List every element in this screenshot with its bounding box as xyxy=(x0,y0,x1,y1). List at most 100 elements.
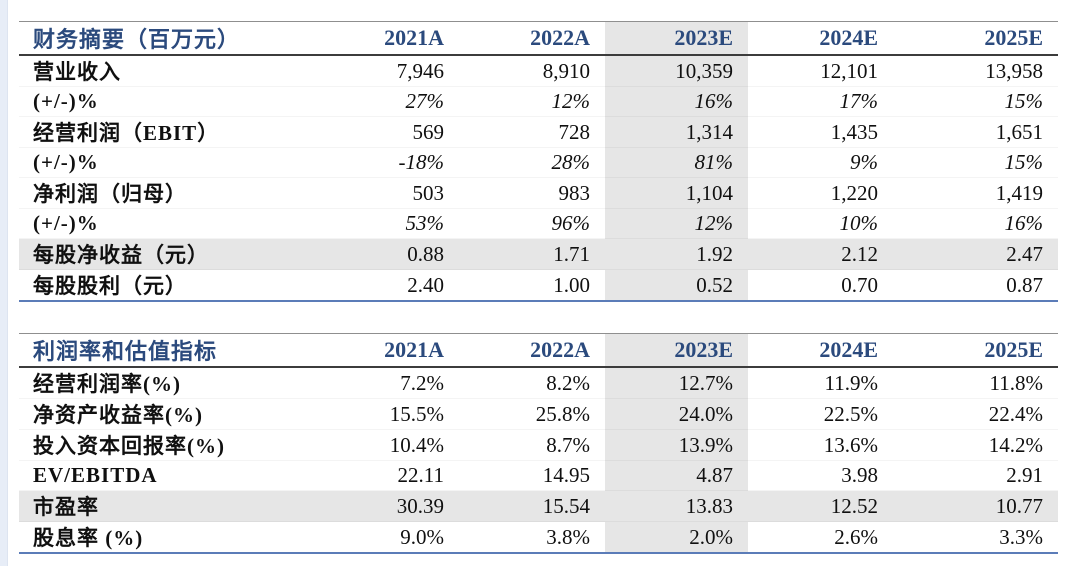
row-label: 投入资本回报率(%) xyxy=(19,429,317,461)
cell-value: 8.7% xyxy=(459,429,605,461)
table-header-row: 利润率和估值指标 2021A 2022A 2023E 2024E 2025E xyxy=(19,333,1058,368)
cell-value: -18% xyxy=(317,147,459,178)
cell-value: 30.39 xyxy=(317,490,459,522)
cell-value: 16% xyxy=(605,86,748,117)
cell-value: 96% xyxy=(459,208,605,239)
column-header-2023e: 2023E xyxy=(605,333,748,368)
row-label: 市盈率 xyxy=(19,490,317,522)
cell-value: 13.6% xyxy=(748,429,893,461)
table-row: (+/-)% 27% 12% 16% 17% 15% xyxy=(19,86,1058,117)
cell-value: 2.47 xyxy=(893,238,1058,270)
cell-value: 4.87 xyxy=(605,460,748,491)
table-row: 经营利润率(%) 7.2% 8.2% 12.7% 11.9% 11.8% xyxy=(19,367,1058,399)
cell-value: 1.00 xyxy=(553,272,590,297)
table-row: 经营利润（EBIT） 569 728 1,314 1,435 1,651 xyxy=(19,116,1058,148)
cell-value: 53% xyxy=(317,208,459,239)
row-label: 每股净收益（元） xyxy=(19,238,317,270)
table-row: 净利润（归母） 503 983 1,104 1,220 1,419 xyxy=(19,177,1058,209)
cell-value: 12,101 xyxy=(748,55,893,87)
cell-value: 10.77 xyxy=(893,490,1058,522)
cell-value: 14.95 xyxy=(459,460,605,491)
column-header-2025e: 2025E xyxy=(893,333,1058,368)
cell-value: 2.91 xyxy=(893,460,1058,491)
cell-value: 1,419 xyxy=(893,177,1058,209)
valuation-metrics-table: 利润率和估值指标 2021A 2022A 2023E 2024E 2025E 经… xyxy=(19,333,1058,554)
cell-value: 9.0% xyxy=(400,524,444,549)
row-label: 股息率 (%) xyxy=(33,526,144,550)
financial-summary-table: 财务摘要（百万元） 2021A 2022A 2023E 2024E 2025E … xyxy=(19,21,1058,302)
column-header-2024e: 2024E xyxy=(748,21,893,56)
cell-value: 7.2% xyxy=(317,367,459,399)
report-tables-area: 财务摘要（百万元） 2021A 2022A 2023E 2024E 2025E … xyxy=(19,21,1058,554)
cell-value: 13.83 xyxy=(605,490,748,522)
cell-value: 81% xyxy=(605,147,748,178)
row-label: 经营利润率(%) xyxy=(19,367,317,399)
cell-value: 27% xyxy=(317,86,459,117)
table-row: EV/EBITDA 22.11 14.95 4.87 3.98 2.91 xyxy=(19,460,1058,491)
column-header-2024e: 2024E xyxy=(748,333,893,368)
cell-value: 12.7% xyxy=(605,367,748,399)
cell-value: 1,104 xyxy=(605,177,748,209)
cell-value: 1,220 xyxy=(748,177,893,209)
table-row: 股息率 (%) 9.0% 3.8% 2.0% 2.6% 3.3% xyxy=(19,521,1058,553)
cell-value: 16% xyxy=(893,208,1058,239)
row-label: (+/-)% xyxy=(19,208,317,239)
row-label: EV/EBITDA xyxy=(19,460,317,491)
cell-value: 22.11 xyxy=(317,460,459,491)
table-title: 利润率和估值指标 xyxy=(19,333,317,368)
table-row: 每股股利（元） 2.40 1.00 0.52 0.70 0.87 xyxy=(19,269,1058,301)
cell-value: 11.9% xyxy=(748,367,893,399)
cell-value: 11.8% xyxy=(893,367,1058,399)
left-panel-edge xyxy=(0,0,8,566)
cell-value: 8,910 xyxy=(459,55,605,87)
cell-value: 15.5% xyxy=(317,398,459,430)
cell-value: 10% xyxy=(748,208,893,239)
cell-value: 9% xyxy=(748,147,893,178)
cell-value: 14.2% xyxy=(893,429,1058,461)
column-header-2025e: 2025E xyxy=(893,21,1058,56)
cell-value: 13.9% xyxy=(605,429,748,461)
cell-value: 13,958 xyxy=(893,55,1058,87)
cell-value: 2.0% xyxy=(605,521,748,553)
table-row: 营业收入 7,946 8,910 10,359 12,101 13,958 xyxy=(19,55,1058,87)
table-row: 净资产收益率(%) 15.5% 25.8% 24.0% 22.5% 22.4% xyxy=(19,398,1058,430)
row-label: (+/-)% xyxy=(19,147,317,178)
cell-value: 1.71 xyxy=(459,238,605,270)
cell-value: 2.12 xyxy=(748,238,893,270)
cell-value: 12.52 xyxy=(748,490,893,522)
cell-value: 22.4% xyxy=(893,398,1058,430)
row-label: (+/-)% xyxy=(19,86,317,117)
cell-value: 1,314 xyxy=(605,116,748,148)
column-header-2022a: 2022A xyxy=(459,21,605,56)
cell-value: 10.4% xyxy=(317,429,459,461)
cell-value: 15% xyxy=(893,147,1058,178)
row-label: 每股股利（元） xyxy=(33,274,187,298)
cell-value: 1,435 xyxy=(748,116,893,148)
cell-value: 28% xyxy=(459,147,605,178)
cell-value: 24.0% xyxy=(605,398,748,430)
cell-value: 1,651 xyxy=(893,116,1058,148)
cell-value: 15% xyxy=(893,86,1058,117)
cell-value: 2.40 xyxy=(407,272,444,297)
column-header-2021a: 2021A xyxy=(317,333,459,368)
cell-value: 2.6% xyxy=(834,524,878,549)
cell-value: 12% xyxy=(459,86,605,117)
cell-value: 10,359 xyxy=(605,55,748,87)
cell-value: 503 xyxy=(317,177,459,209)
cell-value: 25.8% xyxy=(459,398,605,430)
cell-value: 12% xyxy=(605,208,748,239)
row-label: 营业收入 xyxy=(19,55,317,87)
cell-value: 7,946 xyxy=(317,55,459,87)
table-header-row: 财务摘要（百万元） 2021A 2022A 2023E 2024E 2025E xyxy=(19,21,1058,56)
cell-value: 3.8% xyxy=(546,524,590,549)
row-label: 净资产收益率(%) xyxy=(19,398,317,430)
table-row: (+/-)% -18% 28% 81% 9% 15% xyxy=(19,147,1058,178)
row-label: 经营利润（EBIT） xyxy=(19,116,317,148)
cell-value: 569 xyxy=(317,116,459,148)
cell-value: 17% xyxy=(748,86,893,117)
table-title: 财务摘要（百万元） xyxy=(19,21,317,56)
valuation-metrics-body: 经营利润率(%) 7.2% 8.2% 12.7% 11.9% 11.8% 净资产收益率(%)… xyxy=(19,367,1058,553)
cell-value: 728 xyxy=(459,116,605,148)
cell-value: 1.92 xyxy=(605,238,748,270)
column-header-2022a: 2022A xyxy=(459,333,605,368)
